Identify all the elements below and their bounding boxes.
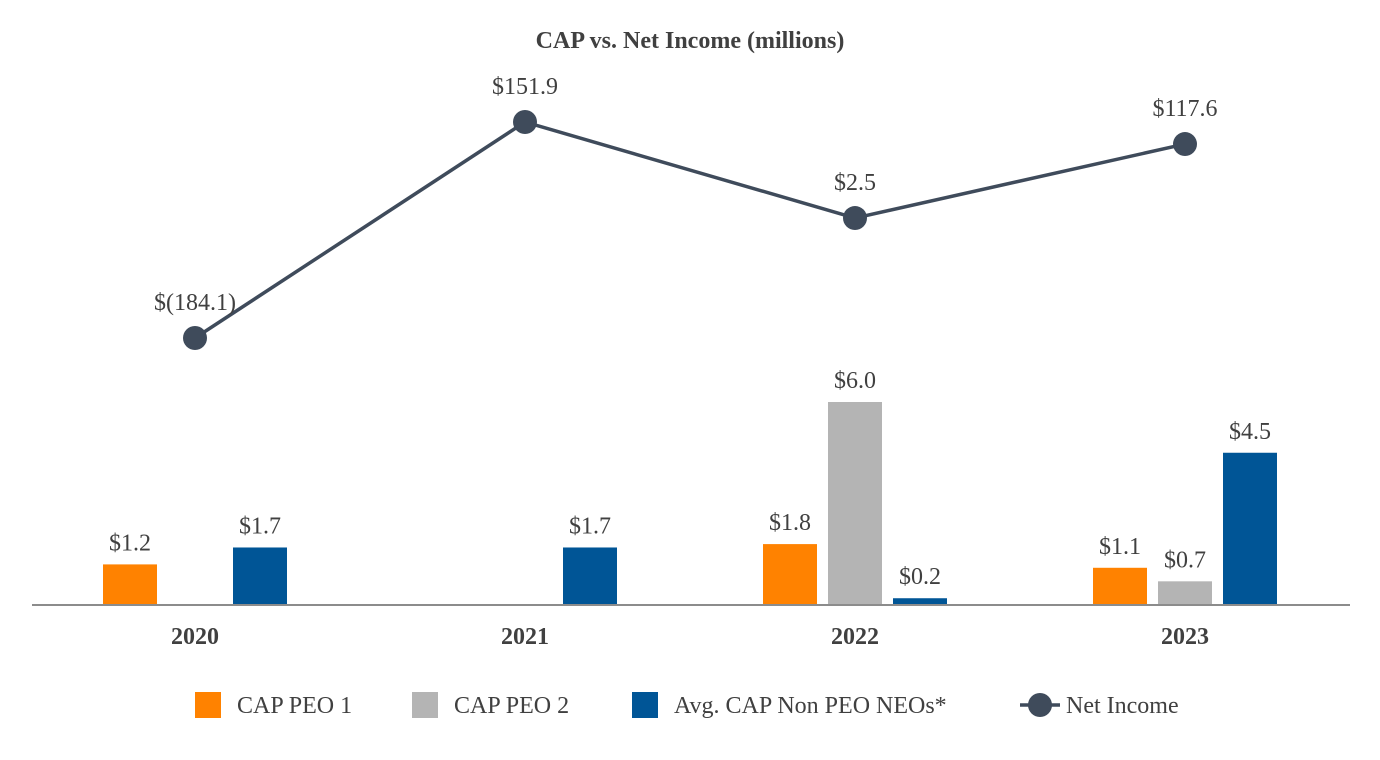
- net-income-point-2022: [843, 206, 867, 231]
- bar-avg-cap-non-peo-neos-2022: [893, 598, 947, 605]
- bar-cap-peo-1-2023: [1093, 567, 1147, 605]
- bar-value-label: $1.7: [569, 513, 611, 539]
- net-income-value-label: $(184.1): [154, 290, 236, 316]
- bar-value-label: $4.5: [1229, 419, 1271, 445]
- x-tick-label-2020: 2020: [171, 624, 219, 650]
- net-income-point-2023: [1173, 132, 1197, 157]
- legend: CAP PEO 1 CAP PEO 2 Avg. CAP Non PEO NEOs*…: [195, 692, 1179, 719]
- category-labels: 2020 2021 2022 2023: [171, 624, 1209, 650]
- legend-item: CAP PEO 2: [412, 692, 569, 719]
- legend-label: Net Income: [1066, 693, 1179, 719]
- legend-swatch: [195, 692, 221, 718]
- net-income-line: [194, 120, 1186, 340]
- net-income-point-2020: [183, 326, 207, 350]
- bar-cap-peo-1-2022: [763, 544, 817, 605]
- x-tick-label-2021: 2021: [501, 624, 549, 650]
- bar-value-label: $1.7: [239, 513, 281, 539]
- net-income-point-2021: [513, 110, 537, 134]
- bar-value-label: $1.8: [769, 510, 811, 536]
- bar-value-label: $6.0: [834, 368, 876, 394]
- x-tick-label-2023: 2023: [1161, 624, 1209, 650]
- legend-marker: [1028, 693, 1052, 717]
- bar-cap-peo-2-2022: [828, 402, 882, 605]
- bar-value-label: $0.7: [1164, 547, 1206, 573]
- legend-label: Avg. CAP Non PEO NEOs*: [674, 693, 947, 719]
- bar-avg-cap-non-peo-neos-2023: [1223, 452, 1277, 605]
- legend-swatch: [632, 692, 658, 718]
- legend-item: CAP PEO 1: [195, 692, 352, 719]
- legend-label: CAP PEO 2: [454, 693, 569, 719]
- bar-avg-cap-non-peo-neos-2020: [233, 547, 287, 605]
- bar-cap-peo-1-2020: [103, 564, 157, 605]
- net-income-value-label: $117.6: [1152, 96, 1217, 122]
- legend-item: Avg. CAP Non PEO NEOs*: [632, 692, 947, 719]
- net-income-line-layer: $(184.1) $151.9 $2.5 $117.6: [154, 74, 1218, 350]
- bar-avg-cap-non-peo-neos-2021: [563, 547, 617, 605]
- bar-value-label: $0.2: [899, 564, 941, 590]
- legend-label: CAP PEO 1: [237, 693, 352, 719]
- legend-item: Net Income: [1020, 693, 1179, 719]
- legend-swatch: [412, 692, 438, 718]
- bar-cap-peo-2-2023: [1158, 581, 1212, 605]
- net-income-value-label: $2.5: [834, 170, 876, 196]
- chart-title: CAP vs. Net Income (millions): [536, 28, 845, 54]
- bar-value-label: $1.1: [1099, 534, 1141, 560]
- bars-layer: $1.2 $1.8 $1.1 $6.0 $0.7 $1.7 $1.7 $0.2 $4.5: [103, 368, 1277, 605]
- bar-value-label: $1.2: [109, 530, 151, 556]
- x-tick-label-2022: 2022: [831, 624, 879, 650]
- net-income-value-label: $151.9: [492, 74, 558, 100]
